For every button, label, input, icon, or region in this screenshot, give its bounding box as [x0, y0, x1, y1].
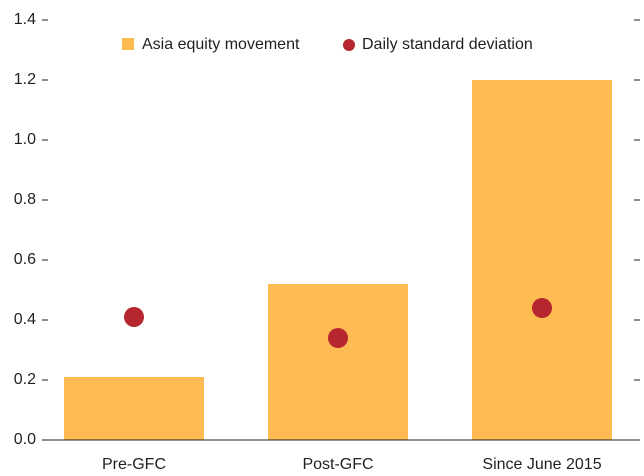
- bar: [268, 284, 408, 440]
- legend-label: Daily standard deviation: [362, 36, 533, 53]
- y-tick-label: 0.4: [14, 311, 36, 328]
- x-tick-label: Pre-GFC: [102, 456, 166, 473]
- y-tick-label: 0.8: [14, 191, 36, 208]
- y-tick-label: 0.6: [14, 251, 36, 268]
- dot: [124, 307, 144, 327]
- y-tick-label: 1.2: [14, 71, 36, 88]
- bar: [472, 80, 612, 440]
- y-tick-label: 1.4: [14, 11, 36, 28]
- bar: [64, 377, 204, 440]
- y-tick-label: 0.0: [14, 431, 36, 448]
- dot: [532, 298, 552, 318]
- y-tick-label: 1.0: [14, 131, 36, 148]
- x-tick-label: Since June 2015: [482, 456, 601, 473]
- x-tick-label: Post-GFC: [302, 456, 373, 473]
- dot: [328, 328, 348, 348]
- y-tick-label: 0.2: [14, 371, 36, 388]
- legend-swatch: [122, 38, 134, 50]
- legend-swatch: [343, 39, 355, 51]
- legend-label: Asia equity movement: [142, 36, 300, 53]
